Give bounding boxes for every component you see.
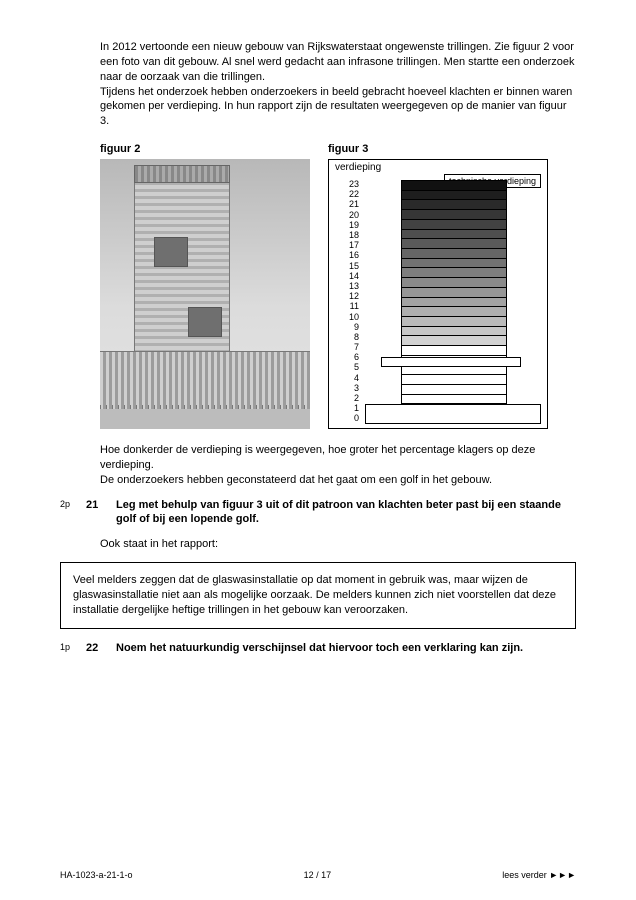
footer-center: 12 / 17 bbox=[304, 870, 332, 880]
floor-cell bbox=[401, 209, 507, 219]
floor-label: 2 bbox=[333, 394, 359, 404]
page-footer: HA-1023-a-21-1-o 12 / 17 lees verder ►►► bbox=[60, 870, 576, 880]
floor-label: 5 bbox=[333, 363, 359, 373]
after-fig-p2: De onderzoekers hebben geconstateerd dat… bbox=[100, 473, 576, 488]
q21-num: 21 bbox=[86, 498, 108, 528]
floor-label: 10 bbox=[333, 313, 359, 323]
floor-cell bbox=[401, 199, 507, 209]
base-block bbox=[365, 404, 541, 424]
floor-cell bbox=[401, 238, 507, 248]
question-21: 2p 21 Leg met behulp van figuur 3 uit of… bbox=[60, 498, 576, 528]
intro-p2: Tijdens het onderzoek hebben onderzoeker… bbox=[100, 85, 576, 130]
floor-cell bbox=[401, 267, 507, 277]
tech-floor bbox=[381, 357, 521, 367]
figure-row: figuur 2 figuur 3 verdieping technische … bbox=[100, 143, 576, 429]
floor-cell bbox=[401, 287, 507, 297]
floor-cell bbox=[401, 190, 507, 200]
also-line: Ook staat in het rapport: bbox=[100, 537, 576, 552]
floor-label: 16 bbox=[333, 251, 359, 261]
floor-cell bbox=[401, 258, 507, 268]
floor-cell bbox=[401, 180, 507, 190]
floor-label: 11 bbox=[333, 302, 359, 312]
floor-cell bbox=[401, 384, 507, 394]
chart-axis-title: verdieping bbox=[335, 162, 381, 173]
figure-3-chart: verdieping technische verdieping 2322212… bbox=[328, 159, 548, 429]
floor-cell bbox=[401, 326, 507, 336]
figure-3-col: figuur 3 verdieping technische verdiepin… bbox=[328, 143, 548, 429]
footer-right: lees verder ►►► bbox=[502, 870, 576, 880]
figure-2-col: figuur 2 bbox=[100, 143, 310, 429]
floor-cell bbox=[401, 306, 507, 316]
floor-label: 3 bbox=[333, 384, 359, 394]
floor-label: 13 bbox=[333, 282, 359, 292]
floor-stack bbox=[401, 180, 507, 414]
floor-label: 6 bbox=[333, 353, 359, 363]
floor-label: 15 bbox=[333, 262, 359, 272]
floor-cell bbox=[401, 316, 507, 326]
floor-label: 1 bbox=[333, 404, 359, 414]
floor-label: 7 bbox=[333, 343, 359, 353]
floor-label: 4 bbox=[333, 374, 359, 384]
floor-cell bbox=[401, 277, 507, 287]
floor-label: 23 bbox=[333, 180, 359, 190]
floor-cell bbox=[401, 248, 507, 258]
after-fig-p1: Hoe donkerder de verdieping is weergegev… bbox=[100, 443, 576, 473]
footer-left: HA-1023-a-21-1-o bbox=[60, 870, 133, 880]
floor-label: 18 bbox=[333, 231, 359, 241]
floor-cell bbox=[401, 297, 507, 307]
q21-points: 2p bbox=[60, 498, 78, 528]
floor-label: 0 bbox=[333, 414, 359, 424]
floor-label: 17 bbox=[333, 241, 359, 251]
after-fig-block: Hoe donkerder de verdieping is weergegev… bbox=[100, 443, 576, 488]
floor-cell bbox=[401, 394, 507, 404]
quote-box: Veel melders zeggen dat de glaswasinstal… bbox=[60, 562, 576, 629]
figure-3-label: figuur 3 bbox=[328, 143, 548, 155]
figure-2-photo bbox=[100, 159, 310, 429]
floor-label: 8 bbox=[333, 333, 359, 343]
floor-label: 22 bbox=[333, 190, 359, 200]
intro-block: In 2012 vertoonde een nieuw gebouw van R… bbox=[100, 40, 576, 129]
q22-text: Noem het natuurkundig verschijnsel dat h… bbox=[116, 641, 576, 656]
question-22: 1p 22 Noem het natuurkundig verschijnsel… bbox=[60, 641, 576, 656]
floor-labels: 23222120191817161514131211109876543210 bbox=[333, 180, 361, 424]
floor-label: 12 bbox=[333, 292, 359, 302]
intro-p1: In 2012 vertoonde een nieuw gebouw van R… bbox=[100, 40, 576, 85]
q22-points: 1p bbox=[60, 641, 78, 656]
q22-num: 22 bbox=[86, 641, 108, 656]
floor-cell bbox=[401, 229, 507, 239]
floor-cell bbox=[401, 374, 507, 384]
floor-label: 21 bbox=[333, 200, 359, 210]
floor-label: 19 bbox=[333, 221, 359, 231]
q21-text: Leg met behulp van figuur 3 uit of dit p… bbox=[116, 498, 576, 528]
figure-2-label: figuur 2 bbox=[100, 143, 310, 155]
floor-label: 20 bbox=[333, 211, 359, 221]
floor-cell bbox=[401, 219, 507, 229]
floor-label: 9 bbox=[333, 323, 359, 333]
floor-cell bbox=[401, 345, 507, 355]
floor-label: 14 bbox=[333, 272, 359, 282]
floor-cell bbox=[401, 335, 507, 345]
